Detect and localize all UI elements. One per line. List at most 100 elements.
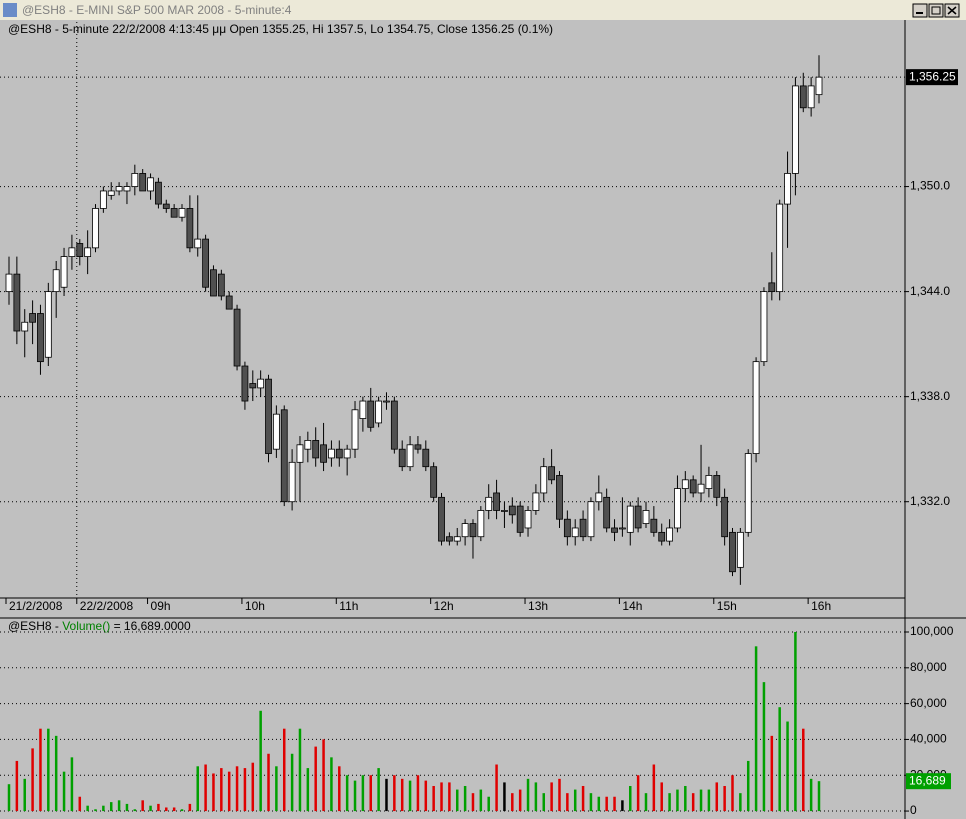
x-tick-label: 15h (717, 599, 737, 613)
x-tick-label: 22/2/2008 (80, 599, 134, 613)
candle-body (571, 527, 579, 538)
minimize-button[interactable] (912, 3, 928, 18)
y-tick-label: 1,332.0 (910, 494, 950, 508)
volume-bar (102, 805, 105, 812)
volume-bar (125, 803, 129, 812)
volume-bar (518, 789, 522, 812)
candle-body (658, 531, 666, 542)
candle-body (367, 400, 375, 428)
candle-body (390, 400, 398, 450)
candle-body (186, 208, 194, 249)
volume-bar (117, 800, 121, 812)
volume-bar (172, 807, 176, 812)
volume-bar (558, 778, 561, 812)
candle-body (359, 400, 367, 419)
candle-body (320, 444, 327, 463)
candle-body (304, 440, 312, 450)
volume-bar (471, 793, 475, 812)
candle-body (807, 85, 815, 109)
candle-body (689, 479, 697, 494)
candle-body (485, 496, 493, 511)
volume-bar (141, 800, 144, 812)
volume-bar (385, 778, 388, 812)
candle-body (29, 313, 36, 323)
candle-body (170, 208, 178, 218)
window-buttons[interactable] (912, 3, 960, 18)
candle-body (241, 365, 249, 402)
candle-body (139, 173, 147, 192)
volume-bar (566, 793, 569, 812)
volume-bar (212, 773, 215, 812)
candle-body (115, 186, 123, 192)
candle-body (37, 313, 44, 363)
volume-bar (165, 807, 168, 812)
volume-bar (400, 778, 404, 812)
volume-bar (621, 800, 624, 812)
candle-body (210, 269, 217, 297)
candle-body (595, 492, 603, 503)
last-value-badge (906, 773, 951, 790)
volume-bar (809, 778, 813, 812)
last-value-label: 16,689 (909, 773, 946, 787)
y-tick-label: 1,344.0 (910, 284, 950, 298)
candle-body (626, 505, 634, 533)
maximize-button[interactable] (928, 3, 944, 18)
volume-bar (731, 775, 734, 812)
volume-bar (597, 796, 601, 812)
volume-bar (314, 746, 317, 812)
volume-bar (542, 793, 546, 812)
candle-body (493, 492, 500, 511)
candle-body (477, 510, 485, 538)
candle-body (335, 448, 343, 459)
last-price-badge (906, 69, 958, 86)
volume-bar (463, 785, 467, 812)
volume-bar (691, 793, 695, 812)
volume-study: Volume() (62, 619, 110, 633)
volume-bar (180, 809, 184, 812)
volume-bar (204, 764, 207, 812)
candle-body (44, 291, 52, 358)
candle-body (760, 291, 768, 363)
volume-bar (416, 775, 420, 812)
candle-body (579, 518, 587, 538)
candle-body (13, 273, 21, 332)
volume-bar (707, 789, 711, 812)
candle-body (202, 238, 210, 288)
volume-bar (503, 782, 506, 812)
volume-bar (778, 707, 781, 812)
volume-bar (424, 780, 428, 812)
volume-bar (54, 735, 58, 812)
candle-body (548, 466, 556, 481)
volume-bar (23, 778, 26, 812)
x-tick-label: 14h (622, 599, 642, 613)
candle-body (815, 76, 823, 96)
candle-body (776, 203, 784, 293)
candle-body (249, 383, 257, 389)
volume-bar (86, 805, 89, 812)
x-tick-label: 13h (528, 599, 548, 613)
candle-body (587, 501, 595, 538)
volume-bar (770, 735, 774, 812)
candle-body (705, 475, 713, 489)
candle-body (406, 444, 414, 468)
candle-body (532, 492, 540, 511)
candle-body (233, 308, 241, 367)
candle-body (469, 523, 477, 538)
volume-bar (652, 764, 656, 812)
volume-bar (479, 789, 483, 812)
x-tick-label: 10h (245, 599, 265, 613)
candle-body (752, 361, 760, 454)
candle-body (729, 531, 736, 573)
candle-body (666, 527, 673, 542)
candle-body (21, 321, 29, 332)
volume-bar (345, 775, 349, 812)
volume-bar (157, 803, 160, 812)
candle-body (257, 378, 265, 389)
volume-bar (149, 805, 152, 812)
candle-body (312, 440, 320, 459)
candle-body (453, 536, 461, 542)
volume-bar (94, 809, 97, 812)
candle-body (642, 510, 650, 524)
candle-body (516, 505, 524, 533)
